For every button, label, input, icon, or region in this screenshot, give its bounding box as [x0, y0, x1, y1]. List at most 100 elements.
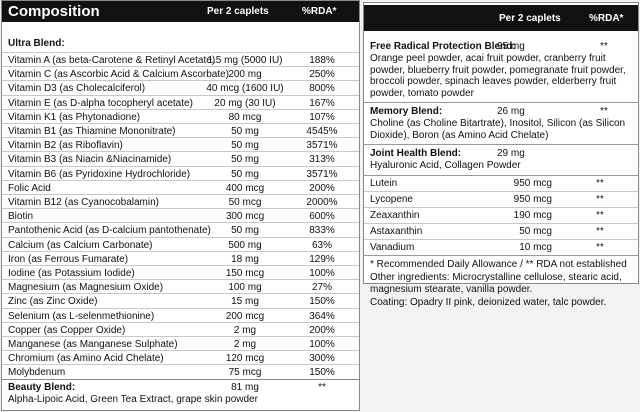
- blend-row: Beauty Blend: 81 mg **: [2, 378, 359, 394]
- nutrient-name: Vitamin B3 (as Niacin &Niacinamide): [8, 154, 172, 166]
- nutrient-row: Vitamin A (as beta-Carotene & Retinyl Ac…: [2, 52, 359, 66]
- nutrient-row: Lutein 950 mcg **: [364, 176, 638, 191]
- blend-title: Joint Health Blend:: [370, 148, 462, 159]
- nutrient-name: Vitamin C (as Ascorbic Acid & Calcium As…: [8, 69, 230, 81]
- nutrient-name: Vitamin K1 (as Phytonadione): [8, 111, 141, 123]
- blend-block: Free Radical Protection Blend: 95 mg ** Ora…: [364, 37, 638, 102]
- nutrient-row: Vitamin B6 (as Pyridoxine Hydrochloride)…: [2, 165, 359, 180]
- nutrient-amount: 190 mcg: [513, 209, 552, 221]
- nutrient-name: Vanadium: [370, 241, 415, 253]
- nutrient-name: Iron (as Ferrous Fumarate): [8, 253, 129, 265]
- nutrient-name: Pantothenic Acid (as D-calcium pantothen…: [8, 225, 211, 237]
- nutrient-row: Biotin 300 mcg 600%: [2, 208, 359, 222]
- nutrient-rda: 4545%: [306, 126, 338, 137]
- header-amount: Per 2 caplets: [207, 6, 269, 17]
- header-rda: %RDA*: [589, 13, 624, 24]
- blend-header: Memory Blend: 26 mg **: [370, 106, 632, 118]
- nutrient-row: Vitamin C (as Ascorbic Acid & Calcium As…: [2, 66, 359, 80]
- nutrient-rda: 3571%: [306, 140, 338, 152]
- nutrient-rda: 3571%: [306, 168, 338, 180]
- nutrient-amount: 50 mcg: [519, 225, 552, 237]
- table: Lutein 950 mcg ** Lycopene 950 mcg ** Zeaxanth…: [364, 174, 638, 255]
- nutrient-amount: 200 mg: [228, 69, 262, 81]
- header-amount: Per 2 caplets: [499, 13, 561, 24]
- nutrient-rda: 833%: [309, 225, 335, 237]
- nutrient-name: Vitamin B1 (as Thiamine Mononitrate): [8, 126, 176, 137]
- nutrient-row: Molybdenum 75 mcg 150%: [2, 364, 359, 378]
- nutrient-row: Vanadium 10 mcg **: [364, 238, 638, 255]
- nutrient-name: Vitamin B12 (as Cyanocobalamin): [8, 197, 160, 208]
- blend-header: Free Radical Protection Blend: 95 mg **: [370, 41, 632, 53]
- nutrient-row: Vitamin B1 (as Thiamine Mononitrate) 50 m…: [2, 123, 359, 137]
- blend-amount: 81 mg: [231, 381, 259, 393]
- nutrient-name: Vitamin A (as beta-Carotene & Retinyl Ac…: [8, 55, 216, 66]
- nutrient-amount: 2 mg: [233, 324, 257, 336]
- nutrient-name: Manganese (as Manganese Sulphate): [8, 339, 178, 350]
- nutrient-name: Biotin: [8, 211, 34, 223]
- nutrient-row: Calcium (as Calcium Carbonate) 500 mg 63%: [2, 236, 359, 251]
- nutrient-rda: 2000%: [306, 197, 338, 208]
- nutrient-row: Vitamin B3 (as Niacin &Niacinamide) 50 mg…: [2, 151, 359, 165]
- nutrient-name: Selenium (as L-selenmethionine): [8, 310, 155, 322]
- nutrient-amount: 50 mg: [231, 225, 259, 237]
- nutrient-row: Astaxanthin 50 mcg **: [364, 222, 638, 239]
- nutrient-amount: 400 mcg: [225, 182, 265, 194]
- blend-header: Joint Health Blend: 29 mg: [370, 148, 632, 160]
- blend-block: Memory Blend: 26 mg ** Choline (as Choline …: [364, 102, 638, 144]
- nutrient-rda: 27%: [311, 282, 332, 294]
- nutrient-row: Copper (as Copper Oxide) 2 mg 200%: [2, 321, 359, 336]
- blend-ingredients: Alpha-Lipoic Acid, Green Tea Extract, gr…: [8, 393, 258, 405]
- blend-amount: 95 mg: [497, 41, 525, 52]
- nutrient-amount: 500 mg: [228, 239, 262, 251]
- nutrient-name: Vitamin E (as D-alpha tocopheryl acetate…: [8, 97, 193, 109]
- nutrient-rda: **: [596, 209, 604, 221]
- footnote: Coating: Opadry II pink, deionized water…: [370, 297, 607, 308]
- nutrient-name: Lutein: [370, 177, 398, 189]
- composition-panel: Composition Per 2 caplets %RDA* Ultra Blend…: [1, 0, 360, 411]
- nutrient-name: Vitamin B2 (as Riboflavin): [8, 140, 123, 152]
- nutrient-rda: 63%: [311, 239, 332, 251]
- nutrient-amount: 50 mg: [231, 126, 259, 137]
- nutrient-amount: 1.5 mg (5000 IU): [207, 55, 283, 66]
- nutrient-rda: **: [596, 241, 604, 253]
- nutrient-amount: 300 mcg: [225, 211, 265, 223]
- nutrient-name: Chromium (as Amino Acid Chelate): [8, 353, 164, 365]
- header-rda: %RDA*: [302, 6, 337, 17]
- nutrient-row: Magnesium (as Magnesium Oxide) 100 mg 27%: [2, 279, 359, 293]
- nutrient-rda: 150%: [309, 296, 335, 308]
- nutrient-rda: **: [596, 225, 604, 237]
- blend-title: Ultra Blend:: [8, 38, 65, 49]
- nutrient-amount: 50 mg: [231, 140, 259, 152]
- nutrient-amount: 80 mcg: [228, 111, 262, 123]
- blend-title: Free Radical Protection Blend:: [370, 41, 516, 52]
- content: Free Radical Protection Blend: 95 mg ** Ora…: [364, 37, 638, 314]
- nutrient-name: Molybdenum: [8, 367, 66, 379]
- nutrient-amount: 950 mcg: [513, 193, 552, 205]
- nutrient-amount: 50 mg: [231, 154, 259, 166]
- nutrient-name: Vitamin D3 (as Cholecalciferol): [8, 83, 146, 95]
- nutrient-rda: 250%: [309, 69, 335, 81]
- nutrient-row: Vitamin D3 (as Cholecalciferol) 40 mcg (1…: [2, 80, 359, 94]
- nutrient-amount: 10 mcg: [519, 241, 552, 253]
- nutrient-name: Calcium (as Calcium Carbonate): [8, 239, 153, 251]
- nutrient-rda: 150%: [309, 367, 335, 379]
- nutrient-amount: 18 mg: [231, 253, 259, 265]
- nutrient-row: Vitamin K1 (as Phytonadione) 80 mcg 107%: [2, 108, 359, 123]
- blend-rda: **: [600, 106, 608, 117]
- nutrient-amount: 75 mcg: [228, 367, 262, 379]
- nutrient-rda: 167%: [309, 97, 335, 109]
- nutrient-row: Manganese (as Manganese Sulphate) 2 mg 100…: [2, 336, 359, 350]
- nutrient-rda: 107%: [309, 111, 335, 123]
- header-bar: Composition Per 2 caplets %RDA*: [2, 1, 359, 22]
- nutrient-amount: 50 mg: [231, 168, 259, 180]
- header-bar: Per 2 caplets %RDA*: [364, 5, 638, 31]
- nutrient-amount: 100 mg: [228, 282, 262, 294]
- nutrient-rda: 188%: [309, 55, 335, 66]
- blend-ingredients: Choline (as Choline Bitartrate), Inosito…: [370, 118, 626, 141]
- blend-title: Beauty Blend:: [8, 381, 76, 393]
- footnote: * Recommended Daily Allowance / ** RDA n…: [370, 258, 627, 270]
- nutrient-rda: **: [596, 193, 604, 205]
- nutrient-row: Zeaxanthin 190 mcg **: [364, 206, 638, 223]
- nutrient-name: Copper (as Copper Oxide): [8, 324, 126, 336]
